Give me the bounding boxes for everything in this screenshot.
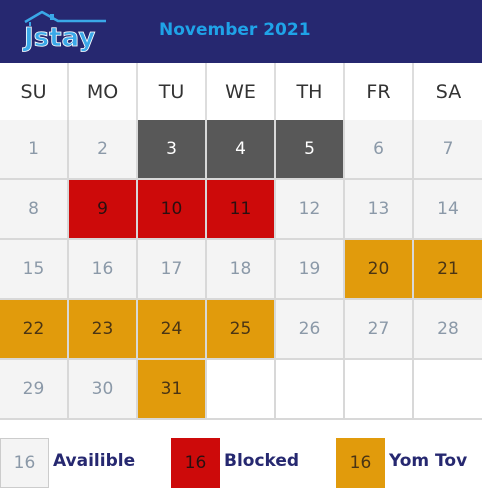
- day-cell-blocked[interactable]: 9: [69, 180, 136, 238]
- weekday-label: WE: [207, 63, 276, 120]
- legend-swatch-yomtov: 16: [336, 438, 385, 488]
- weekday-label: TH: [276, 63, 345, 120]
- day-cell-yomtov[interactable]: 31: [138, 360, 205, 418]
- day-cell-available[interactable]: 13: [345, 180, 412, 238]
- day-cell-available[interactable]: 7: [414, 120, 482, 178]
- empty-day-cell: [276, 360, 343, 418]
- day-cell-available[interactable]: 28: [414, 300, 482, 358]
- day-cell-blocked[interactable]: 11: [207, 180, 274, 238]
- logo-wordmark: Jstay: [22, 23, 95, 52]
- legend-swatch-blocked: 16: [171, 438, 220, 488]
- day-cell-yomtov[interactable]: 24: [138, 300, 205, 358]
- day-cell-past[interactable]: 5: [276, 120, 343, 178]
- day-cell-past[interactable]: 4: [207, 120, 274, 178]
- day-cell-available[interactable]: 6: [345, 120, 412, 178]
- day-cell-available[interactable]: 30: [69, 360, 136, 418]
- day-cell-available[interactable]: 12: [276, 180, 343, 238]
- day-cell-blocked[interactable]: 10: [138, 180, 205, 238]
- day-cell-available[interactable]: 1: [0, 120, 67, 178]
- legend-label-blocked: Blocked: [224, 451, 300, 471]
- empty-day-cell: [207, 360, 274, 418]
- empty-day-cell: [414, 360, 482, 418]
- day-cell-available[interactable]: 2: [69, 120, 136, 178]
- weekday-label: SU: [0, 63, 69, 120]
- day-cell-yomtov[interactable]: 23: [69, 300, 136, 358]
- month-title: November 2021: [159, 20, 311, 40]
- day-cell-available[interactable]: 18: [207, 240, 274, 298]
- jstay-logo: Jstay: [22, 10, 106, 52]
- day-cell-yomtov[interactable]: 25: [207, 300, 274, 358]
- day-cell-past[interactable]: 3: [138, 120, 205, 178]
- day-cell-yomtov[interactable]: 22: [0, 300, 67, 358]
- legend-swatch-available: 16: [0, 438, 49, 488]
- legend-label-available: Availible: [53, 451, 136, 471]
- day-cell-yomtov[interactable]: 20: [345, 240, 412, 298]
- weekday-header-row: SU MO TU WE TH FR SA: [0, 63, 482, 120]
- day-cell-available[interactable]: 17: [138, 240, 205, 298]
- weekday-label: TU: [138, 63, 207, 120]
- empty-day-cell: [345, 360, 412, 418]
- calendar-grid: 1 2 3 4 5 6 7 8 9 10 11 12 13 14 15 16 17 18 19 20 21 22 23 24 2…: [0, 120, 482, 420]
- day-cell-available[interactable]: 29: [0, 360, 67, 418]
- legend-label-yomtov: Yom Tov: [389, 451, 468, 471]
- day-cell-available[interactable]: 26: [276, 300, 343, 358]
- weekday-label: SA: [435, 80, 462, 103]
- weekday-label: MO: [69, 63, 138, 120]
- day-cell-available[interactable]: 14: [414, 180, 482, 238]
- day-cell-yomtov[interactable]: 21: [414, 240, 482, 298]
- day-cell-available[interactable]: 8: [0, 180, 67, 238]
- day-cell-available[interactable]: 16: [69, 240, 136, 298]
- day-cell-available[interactable]: 15: [0, 240, 67, 298]
- weekday-label: FR: [345, 63, 414, 120]
- day-cell-available[interactable]: 19: [276, 240, 343, 298]
- calendar-header: Jstay November 2021: [0, 0, 482, 63]
- day-cell-available[interactable]: 27: [345, 300, 412, 358]
